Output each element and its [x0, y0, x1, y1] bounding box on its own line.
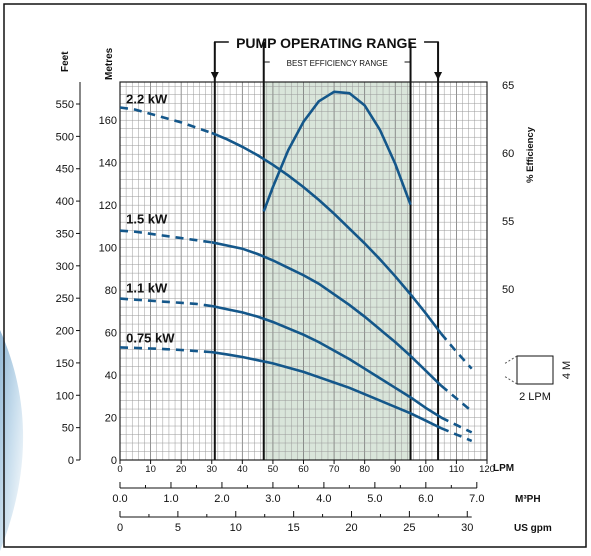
feet-tick-label: 300 [56, 261, 74, 273]
usgpm-tick-label: 0 [117, 522, 123, 534]
metres-tick-label: 40 [105, 370, 117, 382]
feet-tick-label: 450 [56, 164, 74, 176]
feet-tick-label: 0 [68, 455, 74, 467]
curve-dashed-start [119, 229, 212, 244]
scale-connector-top [503, 355, 518, 365]
curve-solid [211, 131, 443, 335]
chart-border [3, 3, 587, 548]
efficiency-tick-label: 50 [502, 284, 514, 296]
feet-axis-label: Feet [60, 51, 71, 72]
lpm-tick-label: 110 [449, 464, 464, 475]
curve-label: 1.5 kW [126, 212, 168, 227]
operating-arrow-left [210, 72, 219, 80]
metres-axis-label: Metres [104, 47, 115, 80]
metres-tick-label: 100 [99, 243, 117, 255]
m3ph-tick-label: 5.0 [367, 493, 382, 505]
usgpm-unit-label: US gpm [514, 523, 552, 534]
metres-tick-label: 140 [99, 158, 117, 170]
scale-height-label: 4 M [561, 361, 573, 379]
curve-label: 2.2 kW [126, 91, 168, 106]
metres-tick-label: 160 [99, 115, 117, 127]
efficiency-axis-label: % Efficiency [525, 126, 536, 183]
curve-dashed-start [119, 346, 212, 354]
operating-bracket-right [424, 41, 439, 50]
m3ph-unit-label: M³PH [515, 494, 541, 505]
metres-tick-label: 20 [105, 413, 117, 425]
usgpm-tick-label: 10 [230, 522, 242, 534]
m3ph-tick-label: 0.0 [112, 493, 127, 505]
lpm-tick-label: 70 [329, 464, 340, 475]
m3ph-tick-label: 1.0 [163, 493, 178, 505]
feet-tick-label: 400 [56, 196, 74, 208]
curve-solid [211, 241, 443, 387]
lpm-tick-label: 100 [418, 464, 434, 475]
metres-tick-label: 0 [111, 455, 117, 467]
lpm-tick-label: 30 [206, 464, 217, 475]
curve-solid [211, 350, 442, 430]
curve-dashed-end [440, 384, 473, 413]
lpm-tick-label: 80 [359, 464, 370, 475]
curve-dashed-end [440, 332, 473, 370]
scale-box [516, 355, 554, 385]
lpm-tick-label: 10 [145, 464, 156, 475]
lpm-tick-label: 90 [390, 464, 401, 475]
m3ph-tick-label: 6.0 [418, 493, 433, 505]
curve-label: 1.1 kW [126, 281, 168, 296]
lpm-tick-label: 60 [298, 464, 309, 475]
efficiency-bracket-left [263, 61, 270, 68]
metres-tick-label: 120 [99, 200, 117, 212]
best-efficiency-label: BEST EFFICIENCY RANGE [287, 59, 388, 68]
feet-tick-label: 150 [56, 358, 74, 370]
usgpm-tick-label: 25 [403, 522, 415, 534]
lpm-unit-label: LPM [493, 463, 514, 474]
feet-tick-label: 100 [56, 390, 74, 402]
usgpm-tick-label: 5 [175, 522, 181, 534]
m3ph-tick-label: 3.0 [265, 493, 280, 505]
curve-dashed-end [440, 426, 473, 443]
operating-range-label: PUMP OPERATING RANGE [236, 35, 417, 51]
operating-bracket-left [214, 41, 229, 50]
m3ph-tick-label: 2.0 [214, 493, 229, 505]
m3ph-tick-label: 4.0 [316, 493, 331, 505]
operating-arrow-right [434, 72, 443, 80]
feet-tick-label: 350 [56, 228, 74, 240]
usgpm-tick-label: 20 [345, 522, 357, 534]
curve-dashed-end [440, 416, 473, 434]
feet-tick-label: 50 [62, 423, 74, 435]
lpm-tick-label: 0 [117, 464, 122, 475]
curve-solid [211, 304, 442, 419]
curve-dashed-start [119, 106, 213, 135]
efficiency-tick-label: 65 [502, 80, 514, 92]
scale-flow-label: 2 LPM [519, 391, 551, 403]
usgpm-tick-label: 15 [288, 522, 300, 534]
feet-tick-label: 200 [56, 326, 74, 338]
usgpm-tick-label: 30 [461, 522, 473, 534]
m3ph-tick-label: 7.0 [469, 493, 484, 505]
efficiency-tick-label: 60 [502, 148, 514, 160]
metres-tick-label: 60 [105, 328, 117, 340]
lpm-tick-label: 50 [268, 464, 279, 475]
lpm-tick-label: 20 [176, 464, 187, 475]
feet-tick-label: 500 [56, 131, 74, 143]
lpm-tick-label: 120 [479, 464, 495, 475]
efficiency-bracket-right [404, 61, 412, 68]
metres-tick-label: 80 [105, 285, 117, 297]
feet-tick-label: 250 [56, 293, 74, 305]
curve-label: 0.75 kW [126, 330, 175, 345]
scale-connector-bottom [503, 375, 518, 385]
background-swoosh [0, 330, 24, 551]
feet-tick-label: 550 [56, 99, 74, 111]
curve-dashed-start [119, 297, 212, 308]
efficiency-curve [262, 90, 412, 212]
lpm-tick-label: 40 [237, 464, 248, 475]
efficiency-tick-label: 55 [502, 216, 514, 228]
